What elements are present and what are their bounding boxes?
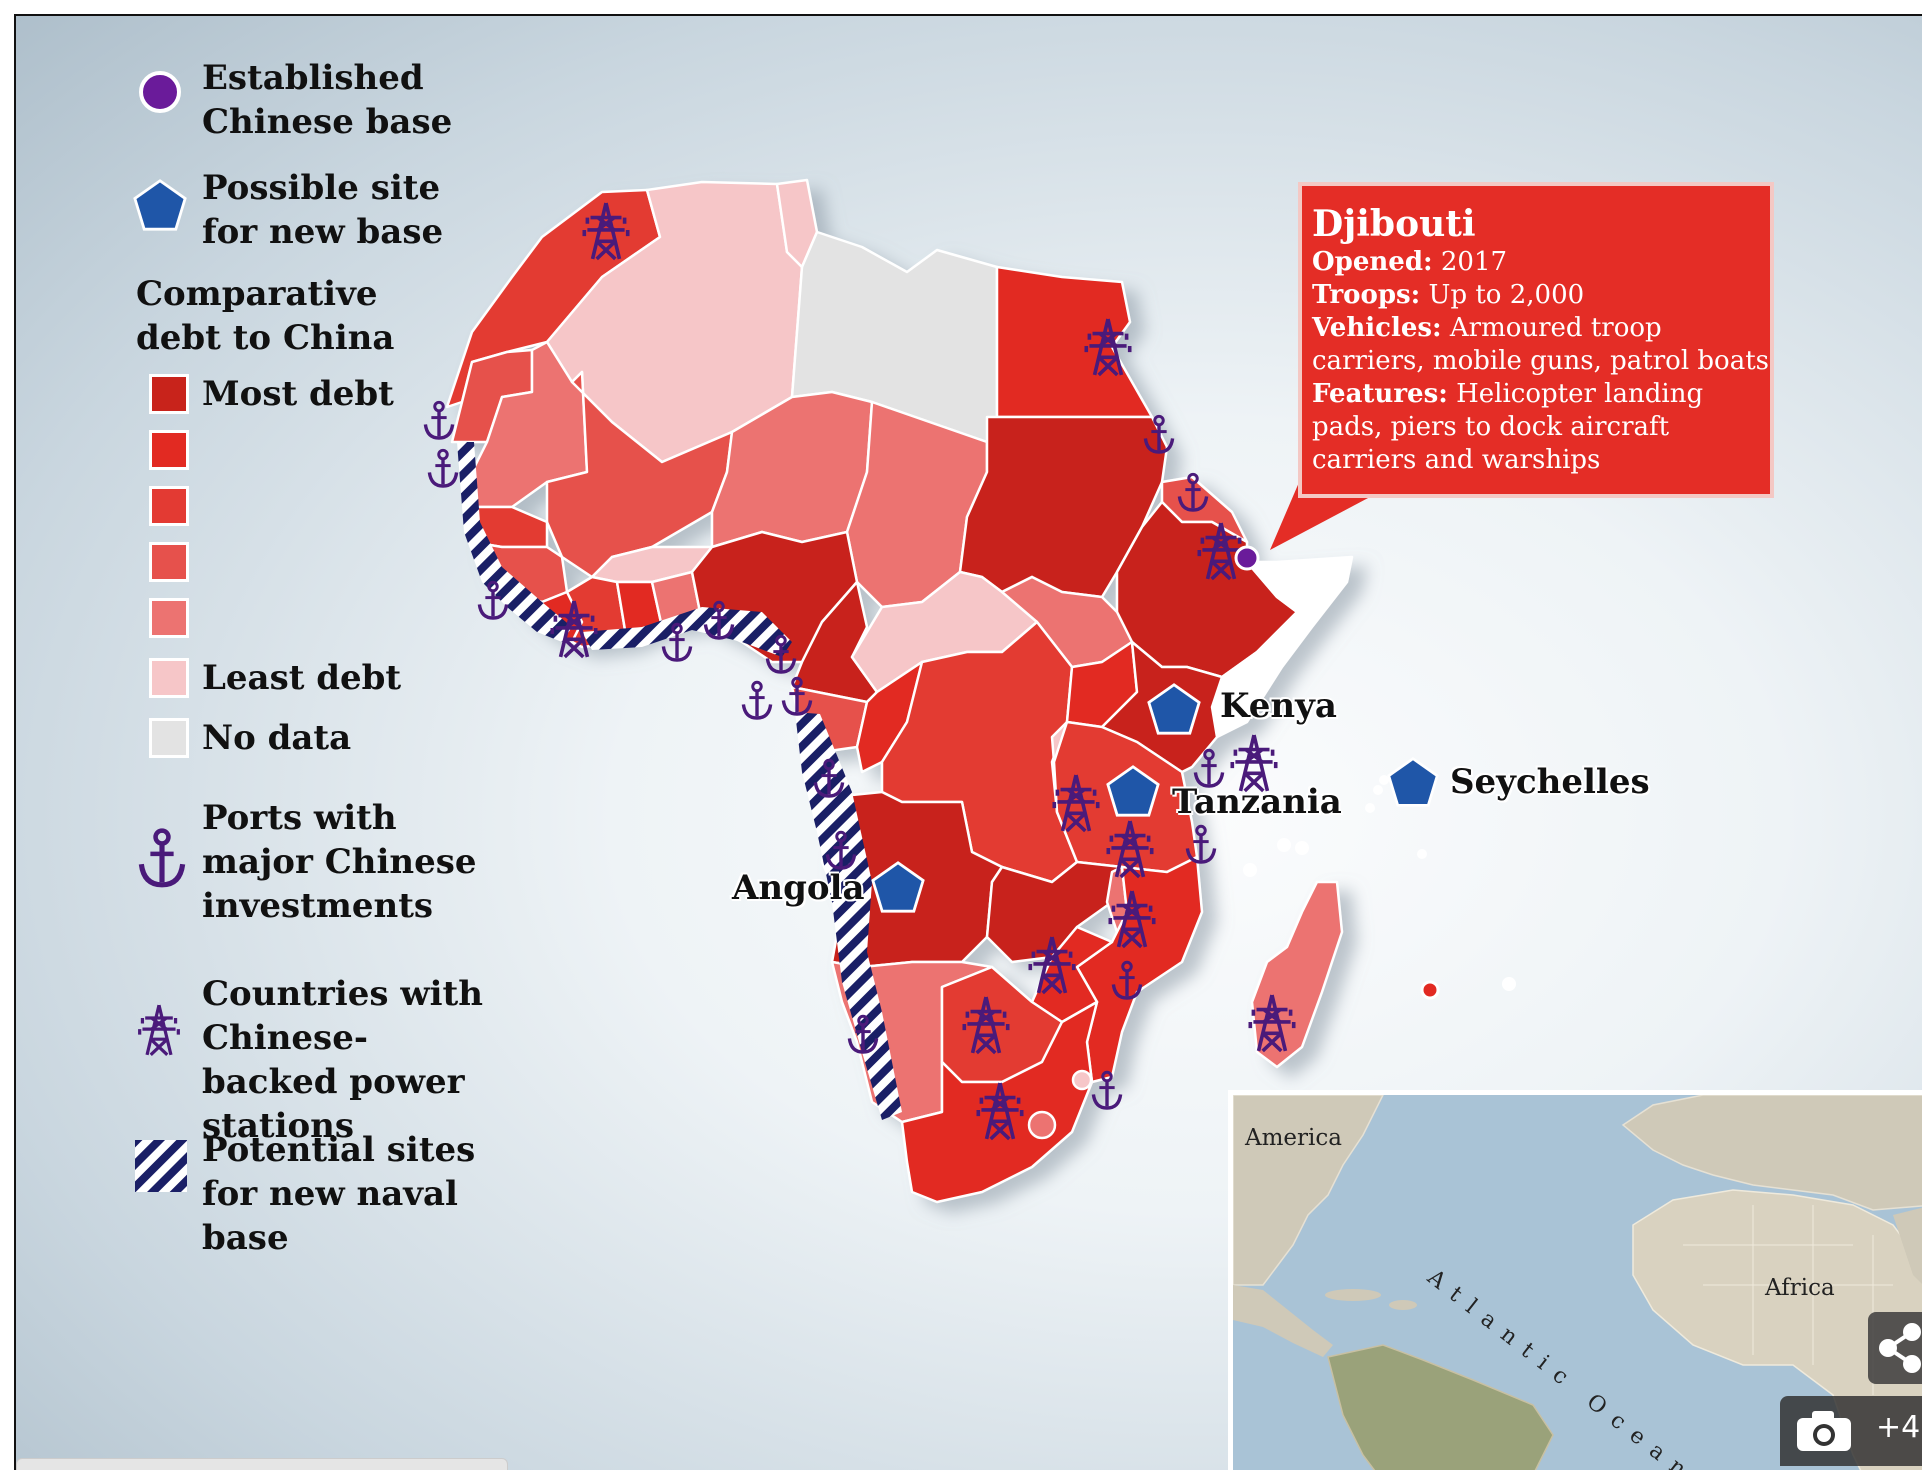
label-tanzania: Tanzania xyxy=(1172,782,1342,822)
legend-pylon-icon xyxy=(138,1003,180,1057)
established-base-marker xyxy=(1234,545,1260,571)
legend-swatch-4 xyxy=(149,542,189,582)
anchor-icon xyxy=(741,680,773,720)
label-kenya: Kenya xyxy=(1220,686,1337,726)
legend-swatch-2 xyxy=(149,430,189,470)
naval-hatch-areas xyxy=(457,442,902,1120)
country-madagascar xyxy=(1250,880,1344,1069)
legend-swatch-1 xyxy=(149,374,189,414)
africa-map xyxy=(133,71,1516,1204)
legend-established-icon xyxy=(139,71,181,113)
legend-swatch-6 xyxy=(149,658,189,698)
legend-pentagon-icon xyxy=(133,179,187,231)
label-angola: Angola xyxy=(732,868,865,908)
hatch-angola-namibia xyxy=(795,712,902,1120)
inset-north-america xyxy=(1233,1095,1384,1286)
inset-label-america: America xyxy=(1245,1125,1342,1151)
country-egypt xyxy=(995,265,1154,419)
callout-row: Troops: Up to 2,000 xyxy=(1312,280,1585,310)
legend-established-label: Established Chinese base xyxy=(202,58,453,142)
legend-least-debt-label: Least debt xyxy=(202,658,402,698)
legend-ports-label: Ports with major Chinese investments xyxy=(202,798,477,926)
legend-most-debt-label: Most debt xyxy=(202,374,394,414)
africa-continent xyxy=(445,178,1354,1204)
callout-title: Djibouti xyxy=(1312,203,1476,245)
bottom-bar xyxy=(16,1458,508,1470)
anchor-icon xyxy=(427,448,459,488)
legend-swatch-5 xyxy=(149,598,189,638)
inset-middle-east xyxy=(1893,1207,1922,1284)
country-mozambique xyxy=(1075,855,1204,1084)
share-button[interactable] xyxy=(1868,1312,1922,1384)
legend-hatch-icon xyxy=(135,1140,187,1192)
inset-europe xyxy=(1621,1095,1922,1211)
country-somalia xyxy=(1210,555,1354,739)
hatch-gulf-guinea xyxy=(582,607,792,657)
legend-debt-title: Comparative debt to China xyxy=(136,274,395,358)
map-figure: Established Chinese base Possible site f… xyxy=(14,14,1922,1470)
country-eswatini xyxy=(1071,1069,1093,1091)
legend-power-label: Countries with Chinese-backed power stat… xyxy=(202,974,483,1146)
share-icon xyxy=(1879,1323,1921,1373)
camera-icon xyxy=(1797,1411,1851,1451)
photo-count: +4 xyxy=(1876,1410,1921,1445)
inset-south-america xyxy=(1327,1344,1554,1470)
legend-anchor-icon xyxy=(141,831,182,885)
hatch-west-coast xyxy=(457,442,572,642)
legend-swatch-nodata xyxy=(149,718,189,758)
gallery-button[interactable]: +4 xyxy=(1780,1396,1922,1466)
possible-site-marker-seychelles xyxy=(1387,757,1439,807)
callout-row: Vehicles: Armoured troop carriers, mobil… xyxy=(1312,313,1770,376)
inset-label-africa: Africa xyxy=(1765,1275,1835,1301)
legend-naval-label: Potential sites for new naval base xyxy=(202,1130,476,1258)
legend-swatch-3 xyxy=(149,486,189,526)
inset-central-america xyxy=(1233,1285,1333,1357)
callout-row: Features: Helicopter landing pads, piers… xyxy=(1312,379,1704,475)
label-seychelles: Seychelles xyxy=(1450,762,1650,802)
country-lesotho xyxy=(1027,1110,1057,1140)
legend-no-data-label: No data xyxy=(202,718,352,758)
legend-symbols xyxy=(133,71,187,1192)
legend-possible-site-label: Possible site for new base xyxy=(202,168,444,252)
callout-row: Opened: 2017 xyxy=(1312,247,1508,277)
djibouti-callout: Djibouti Opened: 2017 Troops: Up to 2,00… xyxy=(1298,182,1774,498)
islands xyxy=(1243,775,1516,1000)
